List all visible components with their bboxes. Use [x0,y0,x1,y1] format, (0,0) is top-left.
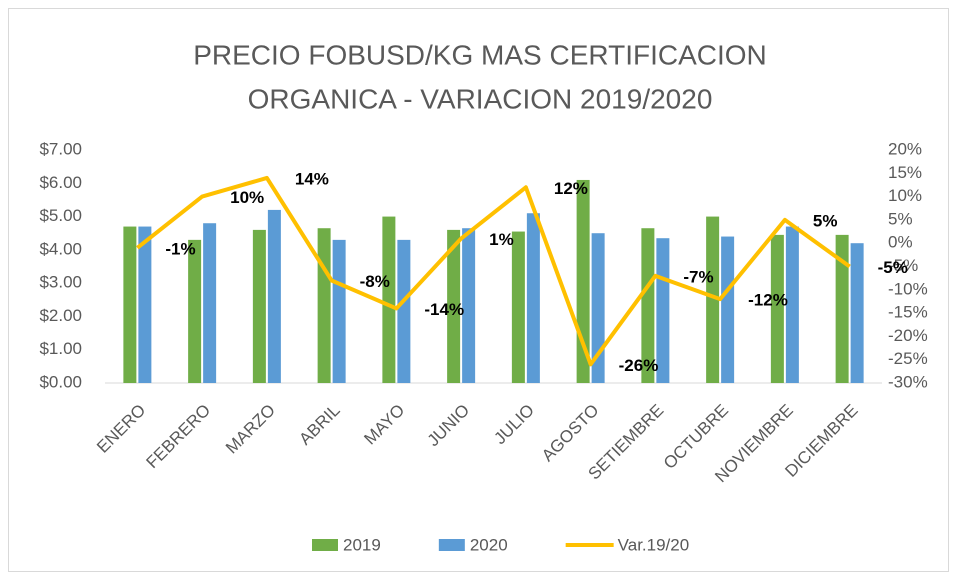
y-tick-label: $7.00 [39,139,82,158]
bar [252,229,266,383]
data-label: 14% [295,169,329,188]
y-tick-label: $2.00 [39,306,82,325]
legend-swatch [438,539,465,551]
bar [721,236,735,383]
bar [835,234,849,383]
bar [188,239,202,383]
bar [656,238,670,383]
y2-tick-label: -25% [888,349,928,368]
y-tick-label: $6.00 [39,173,82,192]
y-tick-label: $5.00 [39,206,82,225]
bar [382,216,396,383]
data-label: -14% [424,300,464,319]
y2-tick-label: 15% [888,163,922,182]
bar [511,231,525,383]
data-label: 5% [813,211,838,230]
y2-tick-label: -15% [888,303,928,322]
legend-label: 2020 [470,535,508,554]
data-label: -5% [878,258,908,277]
y2-tick-label: 20% [888,139,922,158]
y-tick-label: $4.00 [39,239,82,258]
bar [785,226,799,383]
chart-title: ORGANICA - VARIACION 2019/2020 [248,83,713,114]
bar [770,234,784,383]
bar [123,226,137,383]
bar [850,243,864,383]
data-label: -8% [360,272,390,291]
y-tick-label: $3.00 [39,273,82,292]
data-label: 1% [489,230,514,249]
bar [267,209,281,383]
legend-swatch [312,539,338,551]
bar [462,228,476,383]
data-label: 12% [554,179,588,198]
legend-label: Var.19/20 [618,535,690,554]
bar [591,233,605,383]
y2-tick-label: 5% [888,209,913,228]
y2-tick-label: -20% [888,326,928,345]
bar [641,228,655,383]
line [136,175,851,367]
bar [706,216,720,383]
data-label: 10% [230,188,264,207]
bar [526,213,540,383]
bar [397,239,411,383]
y-tick-label: $0.00 [39,372,82,391]
data-label: -26% [619,356,659,375]
data-label: -7% [683,267,713,286]
y2-tick-label: 10% [888,186,922,205]
y2-tick-label: 0% [888,233,913,252]
y2-tick-label: -10% [888,279,928,298]
y2-tick-label: -5% [888,256,918,275]
bar [332,239,346,383]
bar [203,223,217,383]
y2-tick-label: -30% [888,372,928,391]
bar [138,226,152,383]
bar [447,229,461,383]
data-label: -1% [165,239,195,258]
data-label: -12% [748,291,788,310]
bar [317,228,331,383]
chart-title: PRECIO FOBUSD/KG MAS CERTIFICACION [193,39,767,70]
legend-label: 2019 [343,535,381,554]
y-tick-label: $1.00 [39,339,82,358]
